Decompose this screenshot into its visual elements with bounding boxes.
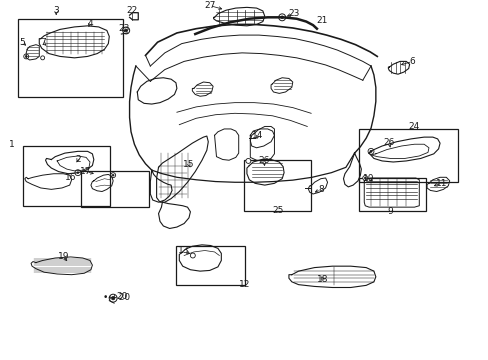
- Text: 14: 14: [252, 131, 263, 140]
- Text: 23: 23: [118, 24, 129, 33]
- Circle shape: [77, 172, 79, 174]
- Circle shape: [367, 148, 373, 154]
- Circle shape: [109, 294, 117, 302]
- Text: 15: 15: [183, 160, 194, 169]
- Text: 5: 5: [20, 38, 25, 47]
- Circle shape: [110, 173, 115, 177]
- Text: 3: 3: [53, 6, 59, 15]
- Text: 13: 13: [178, 246, 189, 255]
- Text: 22: 22: [126, 6, 138, 15]
- Circle shape: [111, 296, 115, 300]
- Text: 7: 7: [40, 38, 45, 47]
- Bar: [18, 19, 122, 97]
- Text: 2: 2: [75, 155, 81, 164]
- Circle shape: [41, 56, 44, 60]
- Text: 21: 21: [315, 16, 327, 25]
- Text: 16: 16: [65, 173, 76, 182]
- Text: 24: 24: [408, 122, 419, 131]
- Bar: [359, 129, 457, 181]
- Bar: [243, 159, 310, 211]
- Bar: [176, 246, 244, 285]
- Circle shape: [75, 170, 81, 176]
- Circle shape: [278, 14, 285, 21]
- Circle shape: [25, 55, 27, 57]
- Circle shape: [122, 27, 129, 34]
- Text: 20: 20: [116, 292, 128, 301]
- Text: 17: 17: [80, 167, 92, 176]
- Bar: [23, 146, 110, 206]
- Circle shape: [369, 150, 371, 153]
- Text: 11: 11: [435, 179, 447, 188]
- Text: 19: 19: [58, 252, 69, 261]
- Text: 18: 18: [316, 275, 328, 284]
- Text: 4: 4: [87, 19, 93, 28]
- Text: 12: 12: [238, 280, 250, 289]
- Text: 8: 8: [317, 185, 323, 194]
- Text: 26: 26: [383, 138, 394, 147]
- Circle shape: [190, 253, 195, 258]
- Text: 6: 6: [409, 57, 415, 66]
- Text: 25: 25: [272, 206, 284, 215]
- Circle shape: [112, 174, 114, 176]
- Text: •← 20: •← 20: [103, 293, 130, 302]
- Circle shape: [362, 176, 367, 180]
- Text: 26: 26: [258, 157, 269, 166]
- Circle shape: [24, 54, 29, 59]
- Bar: [359, 178, 425, 211]
- Text: 1: 1: [9, 140, 15, 149]
- Text: 9: 9: [386, 207, 392, 216]
- Text: 23: 23: [287, 9, 299, 18]
- Circle shape: [245, 158, 250, 163]
- Circle shape: [364, 177, 366, 179]
- Circle shape: [280, 16, 283, 19]
- Text: 10: 10: [363, 174, 374, 183]
- Circle shape: [124, 29, 127, 32]
- Text: 27: 27: [203, 1, 215, 10]
- Bar: [81, 171, 148, 207]
